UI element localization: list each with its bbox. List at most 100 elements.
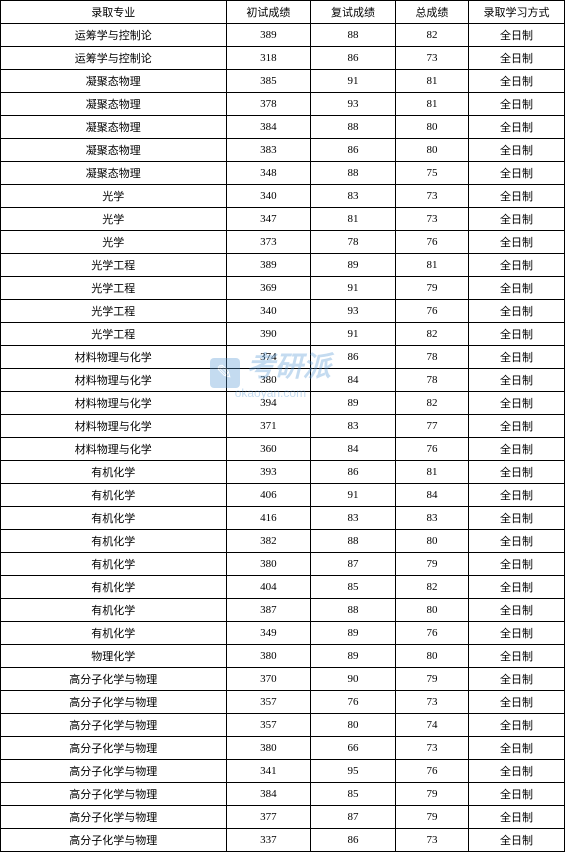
cell-study-mode: 全日制 (469, 323, 565, 346)
cell-total-score: 81 (395, 254, 468, 277)
cell-prelim-score: 383 (226, 139, 311, 162)
cell-final-score: 78 (311, 231, 396, 254)
cell-study-mode: 全日制 (469, 553, 565, 576)
table-row: 高分子化学与物理3778779全日制 (1, 806, 565, 829)
cell-study-mode: 全日制 (469, 346, 565, 369)
table-row: 凝聚态物理3488875全日制 (1, 162, 565, 185)
cell-final-score: 85 (311, 783, 396, 806)
table-row: 运筹学与控制论3898882全日制 (1, 24, 565, 47)
cell-study-mode: 全日制 (469, 622, 565, 645)
cell-study-mode: 全日制 (469, 806, 565, 829)
cell-major: 材料物理与化学 (1, 392, 227, 415)
cell-study-mode: 全日制 (469, 300, 565, 323)
cell-prelim-score: 416 (226, 507, 311, 530)
cell-study-mode: 全日制 (469, 277, 565, 300)
cell-total-score: 73 (395, 47, 468, 70)
cell-major: 有机化学 (1, 599, 227, 622)
cell-study-mode: 全日制 (469, 507, 565, 530)
cell-total-score: 82 (395, 24, 468, 47)
cell-final-score: 88 (311, 530, 396, 553)
cell-prelim-score: 377 (226, 806, 311, 829)
cell-major: 凝聚态物理 (1, 139, 227, 162)
cell-major: 凝聚态物理 (1, 116, 227, 139)
cell-major: 材料物理与化学 (1, 415, 227, 438)
cell-final-score: 93 (311, 93, 396, 116)
cell-total-score: 82 (395, 576, 468, 599)
cell-final-score: 89 (311, 392, 396, 415)
cell-final-score: 86 (311, 139, 396, 162)
cell-prelim-score: 393 (226, 461, 311, 484)
cell-major: 高分子化学与物理 (1, 806, 227, 829)
cell-total-score: 76 (395, 300, 468, 323)
cell-final-score: 66 (311, 737, 396, 760)
cell-total-score: 81 (395, 461, 468, 484)
cell-prelim-score: 384 (226, 783, 311, 806)
cell-study-mode: 全日制 (469, 415, 565, 438)
cell-major: 材料物理与化学 (1, 346, 227, 369)
cell-final-score: 89 (311, 645, 396, 668)
cell-prelim-score: 348 (226, 162, 311, 185)
cell-prelim-score: 340 (226, 185, 311, 208)
cell-prelim-score: 369 (226, 277, 311, 300)
cell-study-mode: 全日制 (469, 93, 565, 116)
table-row: 材料物理与化学3748678全日制 (1, 346, 565, 369)
cell-final-score: 88 (311, 24, 396, 47)
cell-total-score: 80 (395, 599, 468, 622)
table-row: 有机化学3938681全日制 (1, 461, 565, 484)
cell-prelim-score: 378 (226, 93, 311, 116)
cell-major: 有机化学 (1, 461, 227, 484)
cell-total-score: 84 (395, 484, 468, 507)
cell-final-score: 89 (311, 254, 396, 277)
cell-final-score: 88 (311, 599, 396, 622)
cell-study-mode: 全日制 (469, 737, 565, 760)
cell-prelim-score: 357 (226, 691, 311, 714)
table-row: 凝聚态物理3789381全日制 (1, 93, 565, 116)
cell-study-mode: 全日制 (469, 162, 565, 185)
table-row: 高分子化学与物理3806673全日制 (1, 737, 565, 760)
cell-final-score: 81 (311, 208, 396, 231)
table-row: 凝聚态物理3848880全日制 (1, 116, 565, 139)
cell-major: 有机化学 (1, 576, 227, 599)
cell-final-score: 90 (311, 668, 396, 691)
admission-table: 录取专业 初试成绩 复试成绩 总成绩 录取学习方式 运筹学与控制论3898882… (0, 0, 565, 852)
table-row: 材料物理与化学3718377全日制 (1, 415, 565, 438)
cell-prelim-score: 370 (226, 668, 311, 691)
cell-major: 有机化学 (1, 484, 227, 507)
cell-study-mode: 全日制 (469, 139, 565, 162)
cell-prelim-score: 394 (226, 392, 311, 415)
cell-total-score: 81 (395, 70, 468, 93)
cell-major: 运筹学与控制论 (1, 24, 227, 47)
cell-study-mode: 全日制 (469, 47, 565, 70)
cell-final-score: 91 (311, 484, 396, 507)
cell-major: 光学工程 (1, 323, 227, 346)
cell-study-mode: 全日制 (469, 668, 565, 691)
cell-total-score: 73 (395, 185, 468, 208)
cell-total-score: 81 (395, 93, 468, 116)
cell-final-score: 80 (311, 714, 396, 737)
cell-final-score: 83 (311, 507, 396, 530)
cell-prelim-score: 340 (226, 300, 311, 323)
cell-major: 高分子化学与物理 (1, 668, 227, 691)
cell-study-mode: 全日制 (469, 70, 565, 93)
cell-major: 材料物理与化学 (1, 438, 227, 461)
cell-prelim-score: 406 (226, 484, 311, 507)
table-row: 光学3737876全日制 (1, 231, 565, 254)
cell-final-score: 85 (311, 576, 396, 599)
cell-total-score: 76 (395, 438, 468, 461)
cell-study-mode: 全日制 (469, 24, 565, 47)
cell-prelim-score: 387 (226, 599, 311, 622)
table-row: 高分子化学与物理3577673全日制 (1, 691, 565, 714)
table-body: 运筹学与控制论3898882全日制运筹学与控制论3188673全日制凝聚态物理3… (1, 24, 565, 852)
table-row: 有机化学4168383全日制 (1, 507, 565, 530)
cell-final-score: 86 (311, 47, 396, 70)
cell-total-score: 73 (395, 737, 468, 760)
cell-prelim-score: 337 (226, 829, 311, 852)
cell-prelim-score: 380 (226, 553, 311, 576)
cell-total-score: 82 (395, 392, 468, 415)
cell-total-score: 79 (395, 806, 468, 829)
cell-total-score: 77 (395, 415, 468, 438)
cell-study-mode: 全日制 (469, 783, 565, 806)
cell-total-score: 75 (395, 162, 468, 185)
cell-major: 材料物理与化学 (1, 369, 227, 392)
header-prelim-score: 初试成绩 (226, 1, 311, 24)
